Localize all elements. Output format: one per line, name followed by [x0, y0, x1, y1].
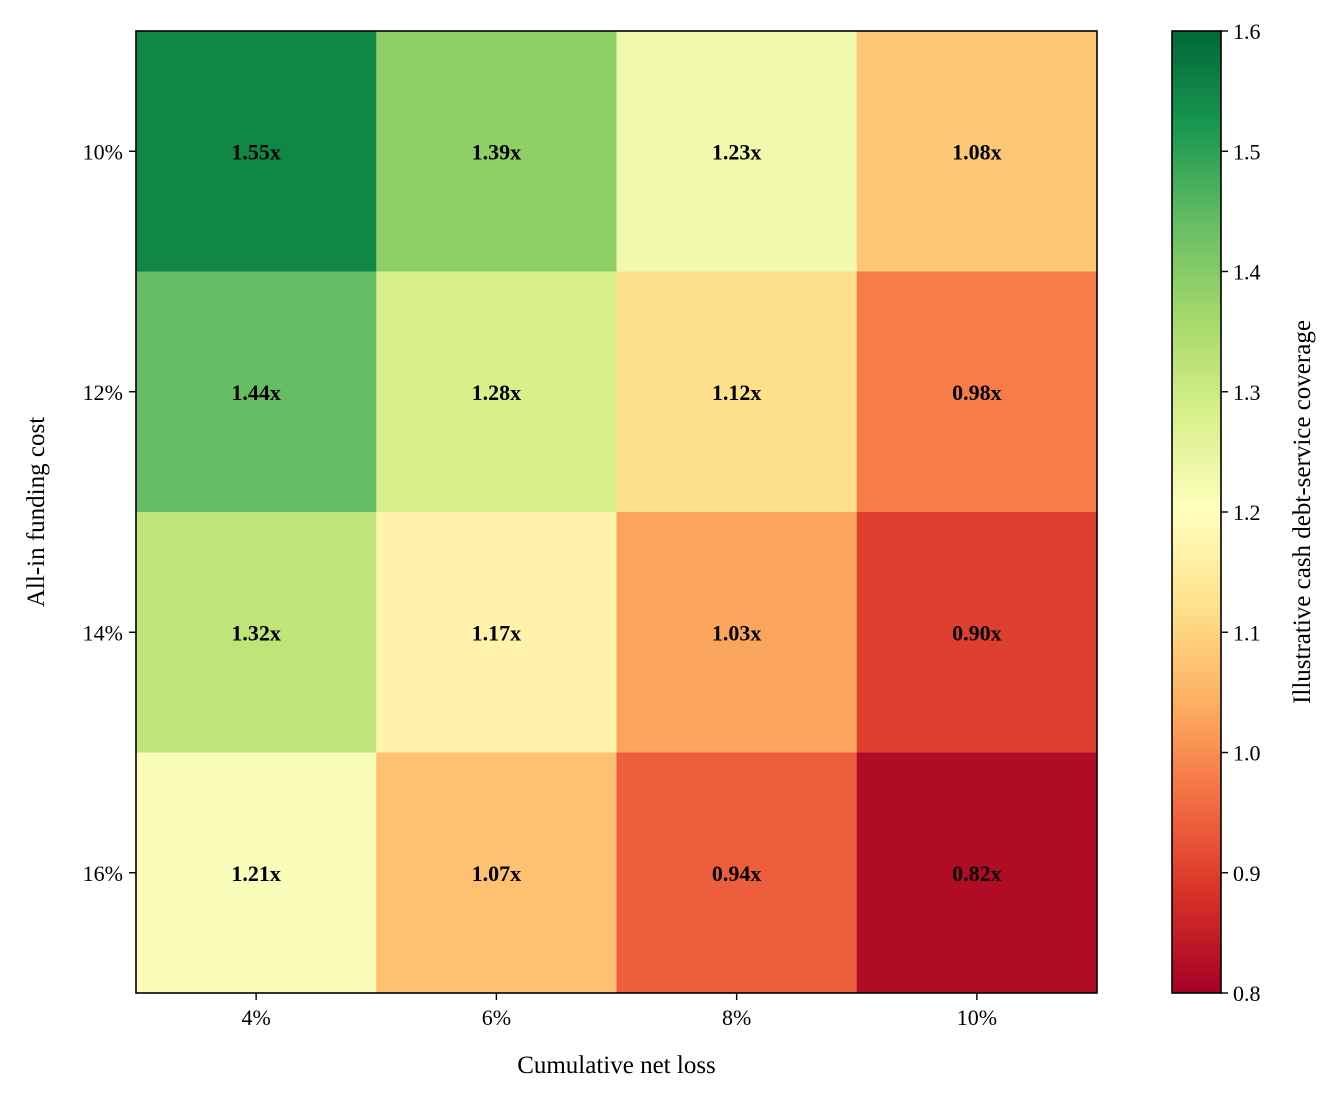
- y-tick-label: 10%: [83, 139, 123, 164]
- colorbar-tick-label: 1.6: [1233, 19, 1261, 44]
- plot-frame: [135, 30, 1098, 994]
- heatmap-cell: [856, 752, 1098, 994]
- colorbar-tick-label: 1.0: [1233, 741, 1261, 766]
- heatmap-cell: [136, 752, 377, 994]
- y-axis-label: All-in funding cost: [23, 417, 50, 607]
- heatmap-cell: [616, 512, 858, 753]
- y-tick-label: 12%: [83, 380, 123, 405]
- cell-value-label: 1.44x: [231, 380, 281, 405]
- heatmap-cell: [376, 271, 617, 513]
- heatmap-cell: [856, 31, 1098, 272]
- colorbar-label: Illustrative cash debt-service coverage: [1289, 320, 1316, 704]
- heatmap-cell: [856, 271, 1098, 513]
- heatmap-cell: [856, 512, 1098, 753]
- colorbar-tick-label: 0.9: [1233, 861, 1261, 886]
- heatmap-cell: [616, 752, 858, 994]
- cell-value-label: 1.23x: [712, 139, 762, 164]
- colorbar-tick-label: 0.8: [1233, 981, 1261, 1006]
- y-tick-label: 16%: [83, 861, 123, 886]
- x-axis-label: Cumulative net loss: [517, 1052, 716, 1079]
- heatmap-cells: 1.55x 1.39x 1.23x 1.08x 1.44x 1.28x 1.12x 0.98x…: [136, 31, 1098, 994]
- cell-value-label: 1.08x: [952, 139, 1002, 164]
- y-axis-ticks: 10% 12% 14% 16%: [83, 139, 136, 886]
- cell-value-label: 1.17x: [472, 620, 522, 645]
- cell-value-label: 1.28x: [472, 380, 522, 405]
- heatmap-cell: [616, 271, 858, 513]
- x-tick-label: 4%: [241, 1005, 270, 1030]
- cell-value-label: 0.98x: [952, 380, 1002, 405]
- cell-value-label: 0.94x: [712, 861, 762, 886]
- x-tick-label: 6%: [482, 1005, 511, 1030]
- heatmap-cell: [136, 271, 377, 513]
- colorbar-tick-label: 1.1: [1233, 620, 1261, 645]
- colorbar-ticks: 0.8 0.9 1.0 1.1 1.2 1.3 1.4 1.5 1.6: [1221, 19, 1261, 1006]
- y-tick-label: 14%: [83, 620, 123, 645]
- heatmap-cell: [376, 752, 617, 994]
- colorbar-tick-label: 1.5: [1233, 139, 1261, 164]
- colorbar: [1171, 30, 1222, 994]
- colorbar-tick-label: 1.4: [1233, 260, 1261, 285]
- colorbar-tick-label: 1.3: [1233, 380, 1261, 405]
- cell-value-label: 1.12x: [712, 380, 762, 405]
- cell-value-label: 0.90x: [952, 620, 1002, 645]
- heatmap-cell: [136, 512, 377, 753]
- cell-value-label: 0.82x: [952, 861, 1002, 886]
- cell-value-label: 1.03x: [712, 620, 762, 645]
- cell-value-label: 1.21x: [231, 861, 281, 886]
- heatmap-cell: [376, 512, 617, 753]
- cell-value-label: 1.39x: [472, 139, 522, 164]
- x-tick-label: 10%: [957, 1005, 997, 1030]
- x-axis-ticks: 4% 6% 8% 10%: [241, 993, 997, 1030]
- colorbar-tick-label: 1.2: [1233, 500, 1261, 525]
- cell-value-label: 1.55x: [231, 139, 281, 164]
- cell-value-label: 1.32x: [231, 620, 281, 645]
- cell-value-label: 1.07x: [472, 861, 522, 886]
- x-tick-label: 8%: [722, 1005, 751, 1030]
- heatmap-cell: [376, 31, 617, 272]
- heatmap-cell: [136, 31, 377, 272]
- heatmap-cell: [616, 31, 858, 272]
